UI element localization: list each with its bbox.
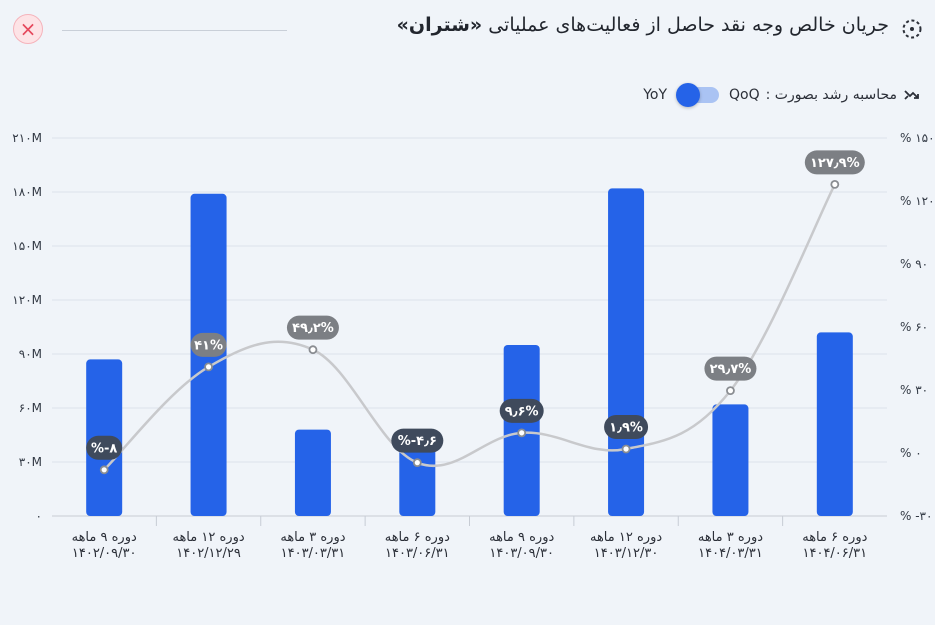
bar (712, 404, 749, 516)
growth-point (412, 458, 422, 468)
x-tick-label: ۱۴۰۴/۰۳/۳۱ (698, 546, 763, 561)
x-tick-label: ۱۴۰۲/۱۲/۲۹ (176, 546, 241, 561)
growth-point (621, 444, 631, 454)
growth-point (726, 386, 735, 396)
x-tick-label: ۱۴۰۳/۱۲/۳۰ (594, 546, 659, 561)
title-symbol: «شتران» (396, 14, 483, 36)
growth-point (517, 428, 527, 438)
data-label: %-۴٫۶ (398, 434, 437, 449)
x-tick-label: دوره ۶ ماهه (802, 530, 867, 545)
x-tick-label: دوره ۶ ماهه (385, 530, 450, 545)
data-label-bubble (391, 428, 444, 453)
growth-mode-toggle[interactable] (676, 83, 719, 107)
y-right-tick-label: % ۱۵۰ (900, 131, 935, 145)
growth-point (99, 465, 109, 475)
x-tick-label: دوره ۹ ماهه (489, 530, 554, 545)
y-right-tick-label: % ۰ (900, 446, 922, 460)
growth-point (830, 180, 840, 189)
x-tick-label: دوره ۱۲ ماهه (590, 530, 662, 545)
bar (816, 332, 853, 516)
y-left-tick-label: ۱۲۰M (12, 293, 42, 307)
y-left-tick-label: ۶۰M (19, 401, 42, 415)
y-right-tick-label: % ۹۰ (900, 257, 928, 271)
x-tick-label: ۱۴۰۳/۰۹/۳۰ (489, 546, 554, 561)
data-label-bubble (804, 150, 865, 175)
data-label-bubble (190, 332, 227, 357)
title-divider (62, 30, 287, 31)
y-right-tick-label: % ۶۰ (900, 320, 928, 334)
data-label-bubble (86, 435, 123, 460)
x-tick-label: ۱۴۰۴/۰۶/۳۱ (803, 546, 868, 561)
growth-point (204, 362, 213, 372)
data-label: %-۸ (91, 441, 117, 456)
qoq-option[interactable]: QoQ (729, 87, 760, 103)
growth-mode-switch-group: YoY QoQ (643, 83, 760, 107)
growth-mode-label: محاسبه رشد بصورت : (765, 87, 897, 103)
bar (294, 429, 331, 516)
data-label-bubble (499, 398, 544, 423)
x-tick-label: ۱۴۰۳/۰۳/۳۱ (281, 546, 346, 561)
y-left-tick-label: ۱۸۰M (12, 185, 42, 199)
close-button[interactable]: × (13, 14, 43, 44)
growth-point (308, 345, 318, 355)
y-left-tick-label: ۰ (36, 509, 42, 523)
bar (399, 435, 436, 516)
y-left-tick-label: ۱۵۰M (12, 239, 42, 253)
x-tick-label: دوره ۳ ماهه (280, 530, 345, 545)
bar (608, 188, 645, 516)
growth-mode-row: محاسبه رشد بصورت : YoY QoQ (643, 83, 921, 107)
data-label-bubble (286, 315, 339, 340)
yoy-option[interactable]: YoY (643, 87, 667, 103)
data-label: ۲۹٫۷% (710, 362, 752, 377)
toggle-knob[interactable] (676, 83, 700, 107)
data-label: ۹٫۶% (505, 404, 539, 419)
y-right-tick-label: % ۱۲۰ (900, 194, 935, 208)
close-icon: × (19, 17, 37, 41)
x-tick-label: ۱۴۰۳/۰۶/۳۱ (385, 546, 450, 561)
data-label: ۱٫۹% (609, 421, 643, 436)
y-left-tick-label: ۳۰M (19, 455, 42, 469)
data-label: ۴۹٫۲% (292, 321, 334, 336)
x-tick-label: ۱۴۰۲/۰۹/۳۰ (72, 546, 137, 561)
x-tick-label: دوره ۱۲ ماهه (172, 530, 244, 545)
trend-arrows-icon (904, 90, 919, 100)
x-tick-label: دوره ۹ ماهه (72, 530, 137, 545)
data-label: ۴۱% (194, 338, 223, 353)
y-right-tick-label: % -۳۰ (900, 509, 932, 523)
y-left-tick-label: ۹۰M (19, 347, 42, 361)
data-label-bubble (704, 356, 757, 381)
dotted-circle-icon (902, 19, 922, 39)
y-left-tick-label: ۲۱۰M (12, 131, 42, 145)
y-right-tick-label: % ۳۰ (900, 383, 928, 397)
data-label: ۱۲۷٫۹% (810, 156, 860, 171)
chart-title: جریان خالص وجه نقد حاصل از فعالیت‌های عم… (397, 14, 889, 36)
x-tick-label: دوره ۳ ماهه (698, 530, 763, 545)
title-prefix: جریان خالص وجه نقد حاصل از فعالیت‌های عم… (488, 14, 889, 36)
data-label-bubble (604, 415, 649, 440)
